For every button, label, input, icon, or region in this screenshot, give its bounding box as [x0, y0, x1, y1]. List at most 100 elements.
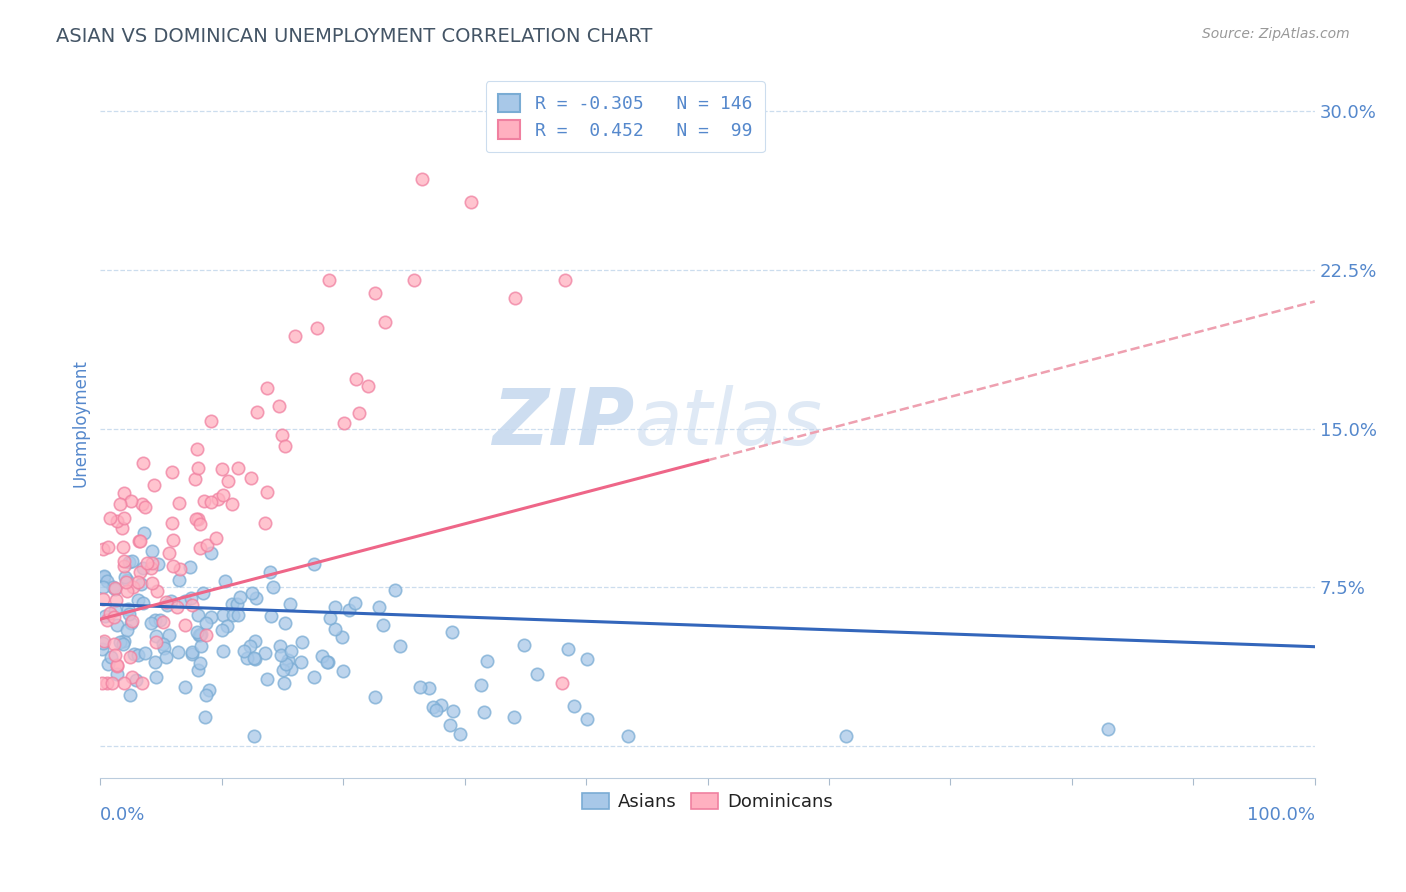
Point: [439, 717, 461, 731]
Point: [145, 635, 167, 649]
Point: [146, 558, 169, 572]
Point: [259, 566, 281, 580]
Point: [141, 576, 163, 591]
Point: [93, 568, 115, 582]
Point: [181, 645, 204, 659]
Point: [118, 650, 141, 665]
Point: [162, 558, 184, 573]
Point: [142, 478, 165, 492]
Point: [344, 371, 367, 385]
Point: [319, 610, 342, 624]
Point: [221, 497, 243, 511]
Point: [112, 554, 135, 568]
Point: [422, 700, 444, 714]
Point: [188, 628, 211, 642]
Point: [141, 544, 163, 558]
Point: [1097, 723, 1119, 737]
Point: [262, 580, 284, 594]
Point: [441, 624, 464, 639]
Point: [217, 619, 239, 633]
Point: [105, 514, 128, 528]
Point: [131, 497, 153, 511]
Point: [269, 639, 291, 653]
Point: [246, 405, 269, 419]
Point: [180, 598, 202, 612]
Point: [103, 580, 125, 594]
Point: [617, 729, 640, 743]
Point: [302, 557, 325, 571]
Point: [91, 541, 114, 556]
Point: [273, 616, 295, 631]
Point: [187, 512, 209, 526]
Point: [332, 664, 354, 678]
Point: [195, 688, 218, 702]
Point: [233, 643, 256, 657]
Point: [211, 643, 233, 657]
Point: [214, 574, 236, 588]
Point: [470, 678, 492, 692]
Point: [127, 593, 149, 607]
Point: [118, 607, 141, 622]
Point: [323, 600, 346, 615]
Point: [188, 628, 211, 642]
Point: [115, 583, 138, 598]
Point: [188, 541, 211, 555]
Point: [276, 657, 298, 672]
Point: [368, 600, 391, 615]
Point: [271, 427, 294, 442]
Point: [136, 556, 159, 570]
Point: [374, 315, 396, 329]
Point: [104, 582, 127, 596]
Point: [94, 608, 117, 623]
Point: [302, 670, 325, 684]
Point: [112, 486, 135, 500]
Point: [188, 516, 211, 531]
Point: [211, 608, 233, 623]
Point: [152, 615, 174, 629]
Point: [127, 574, 149, 589]
Point: [134, 500, 156, 514]
Point: [156, 598, 179, 612]
Text: 100.0%: 100.0%: [1247, 806, 1315, 824]
Point: [240, 586, 263, 600]
Point: [200, 414, 222, 428]
Point: [157, 628, 180, 642]
Point: [91, 592, 114, 607]
Point: [291, 635, 314, 649]
Point: [111, 637, 134, 651]
Point: [93, 570, 115, 584]
Point: [188, 656, 211, 670]
Point: [270, 648, 292, 662]
Point: [198, 682, 221, 697]
Point: [239, 640, 262, 654]
Point: [243, 652, 266, 666]
Point: [112, 511, 135, 525]
Point: [112, 559, 135, 574]
Point: [120, 493, 142, 508]
Text: Source: ZipAtlas.com: Source: ZipAtlas.com: [1202, 27, 1350, 41]
Point: [103, 637, 125, 651]
Point: [98, 607, 121, 621]
Point: [221, 607, 243, 622]
Point: [114, 570, 136, 584]
Point: [160, 516, 183, 530]
Point: [256, 672, 278, 686]
Point: [307, 321, 329, 335]
Point: [472, 705, 495, 719]
Point: [576, 651, 599, 665]
Point: [134, 646, 156, 660]
Point: [141, 556, 163, 570]
Point: [132, 456, 155, 470]
Point: [211, 623, 233, 637]
Point: [195, 615, 218, 630]
Point: [277, 653, 299, 667]
Point: [243, 634, 266, 648]
Point: [115, 573, 138, 587]
Text: 0.0%: 0.0%: [100, 806, 146, 824]
Point: [187, 460, 209, 475]
Point: [441, 704, 464, 718]
Point: [128, 533, 150, 548]
Point: [551, 675, 574, 690]
Point: [180, 591, 202, 605]
Point: [349, 406, 371, 420]
